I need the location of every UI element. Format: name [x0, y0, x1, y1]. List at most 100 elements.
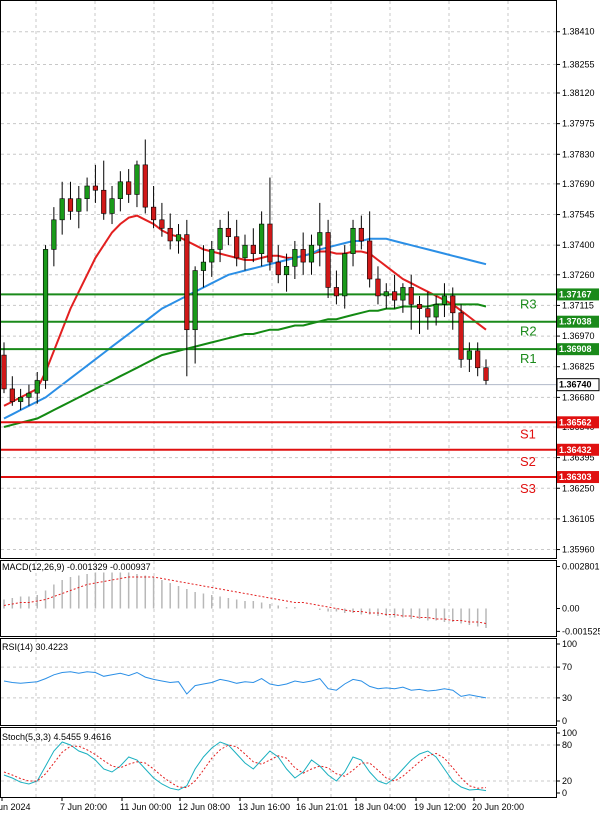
price-tick-label: 1.38255: [562, 59, 595, 69]
moving-average-line: [3, 303, 487, 428]
candle-bearish: [184, 234, 190, 331]
level-label-r2: R2: [520, 324, 537, 339]
price-tick-label: 1.37260: [562, 270, 595, 280]
price-tick-label: 1.36680: [562, 392, 595, 402]
x-tick-label: 18 Jun 04:00: [354, 802, 406, 812]
x-tick-label: 16 Jun 21:01: [296, 802, 348, 812]
candle-bullish: [59, 198, 65, 221]
macd-tick-label: 0.002801: [562, 561, 600, 571]
rsi-tick-label: 0: [562, 716, 567, 726]
candle-bearish: [9, 388, 15, 402]
price-tick-label: 1.38120: [562, 88, 595, 98]
candle-bearish: [358, 227, 364, 242]
candle-bearish: [325, 232, 331, 288]
price-tick-label: 1.38410: [562, 27, 595, 37]
candle-bullish: [51, 219, 57, 250]
level-price-label: 1.37167: [559, 289, 592, 299]
price-tick-label: 1.36970: [562, 331, 595, 341]
x-tick-label: 13 Jun 16:00: [238, 802, 290, 812]
level-label-s1: S1: [520, 426, 536, 441]
price-tick-label: 1.35960: [562, 545, 595, 555]
candle-bearish: [167, 227, 173, 242]
candle-bullish: [342, 253, 348, 297]
rsi-line: [3, 671, 487, 699]
candle-bullish: [350, 227, 356, 254]
price-tick-label: 1.37830: [562, 149, 595, 159]
candle-bearish: [250, 244, 256, 254]
candle-bearish: [275, 261, 281, 276]
candle-bearish: [159, 219, 165, 229]
macd-panel-frame: [0, 560, 557, 637]
candle-bullish: [26, 392, 32, 398]
candle-bullish: [217, 227, 223, 250]
candle-bearish: [458, 312, 464, 360]
price-tick-label: 1.37400: [562, 240, 595, 250]
candle-bullish: [209, 249, 215, 263]
level-price-label: 1.36908: [559, 344, 592, 354]
price-panel-frame: [0, 0, 557, 559]
stoch-panel-frame: [0, 727, 557, 798]
candle-bearish: [483, 367, 489, 381]
stoch-tick-label: 100: [562, 728, 577, 738]
candle-bullish: [109, 198, 115, 214]
macd-tick-label: 0.00: [562, 604, 580, 614]
rsi-tick-label: 30: [562, 693, 572, 703]
x-tick-label: 19 Jun 12:00: [414, 802, 466, 812]
candle-bullish: [292, 249, 298, 267]
x-tick-label: 6 Jun 2024: [0, 802, 31, 812]
candle-bearish: [367, 240, 373, 280]
level-price-box: [557, 471, 599, 484]
stoch-tick-label: 20: [562, 776, 572, 786]
level-label-s2: S2: [520, 454, 536, 469]
candle-bearish: [234, 236, 240, 259]
candle-bearish: [416, 304, 423, 309]
price-tick-label: 1.37975: [562, 119, 595, 129]
candle-bullish: [76, 198, 82, 212]
candle-bearish: [67, 198, 74, 212]
price-tick-label: 1.37545: [562, 210, 595, 220]
candle-bearish: [333, 287, 339, 297]
level-price-box: [557, 343, 599, 356]
candle-bullish: [308, 244, 315, 263]
candle-bearish: [142, 164, 148, 208]
price-tick-label: 1.36105: [562, 514, 595, 524]
current-price-box: [556, 378, 600, 392]
level-price-label: 1.36562: [559, 417, 592, 427]
candle-bullish: [192, 270, 198, 331]
candle-bearish: [475, 350, 481, 369]
candle-bearish: [408, 287, 414, 305]
price-tick-label: 1.37115: [562, 300, 594, 310]
level-price-label: 1.36303: [559, 472, 592, 482]
candle-bullish: [42, 249, 49, 381]
candle-bullish: [84, 185, 90, 199]
candle-bearish: [92, 185, 98, 191]
level-price-box: [557, 315, 599, 328]
macd-title: MACD(12,26,9) -0.001329 -0.000937: [2, 562, 151, 572]
candle-bullish: [134, 164, 140, 195]
candle-bearish: [126, 181, 132, 195]
level-price-box: [557, 416, 599, 429]
x-tick-label: 20 Jun 20:00: [472, 802, 524, 812]
candle-bearish: [392, 291, 398, 301]
stoch-signal-line: [3, 744, 487, 789]
stoch-tick-label: 0: [562, 788, 567, 798]
candle-bullish: [175, 234, 182, 242]
level-price-label: 1.37038: [559, 317, 592, 327]
candle-bullish: [18, 397, 24, 402]
level-price-box: [557, 443, 599, 456]
level-label-s3: S3: [520, 481, 536, 496]
level-price-box: [557, 288, 599, 301]
macd-signal-line: [3, 576, 487, 624]
candle-bullish: [317, 232, 323, 246]
price-tick-label: 1.37690: [562, 179, 595, 189]
candle-bearish: [225, 227, 231, 238]
stoch-title: Stoch(5,3,3) 4.5455 9.4616: [2, 732, 112, 742]
stoch-tick-label: 80: [562, 740, 572, 750]
candle-bearish: [450, 295, 456, 314]
current-price-label: 1.36740: [559, 380, 592, 390]
price-tick-label: 1.36250: [562, 483, 595, 493]
x-tick-label: 7 Jun 20:00: [60, 802, 107, 812]
candle-bullish: [200, 261, 207, 271]
